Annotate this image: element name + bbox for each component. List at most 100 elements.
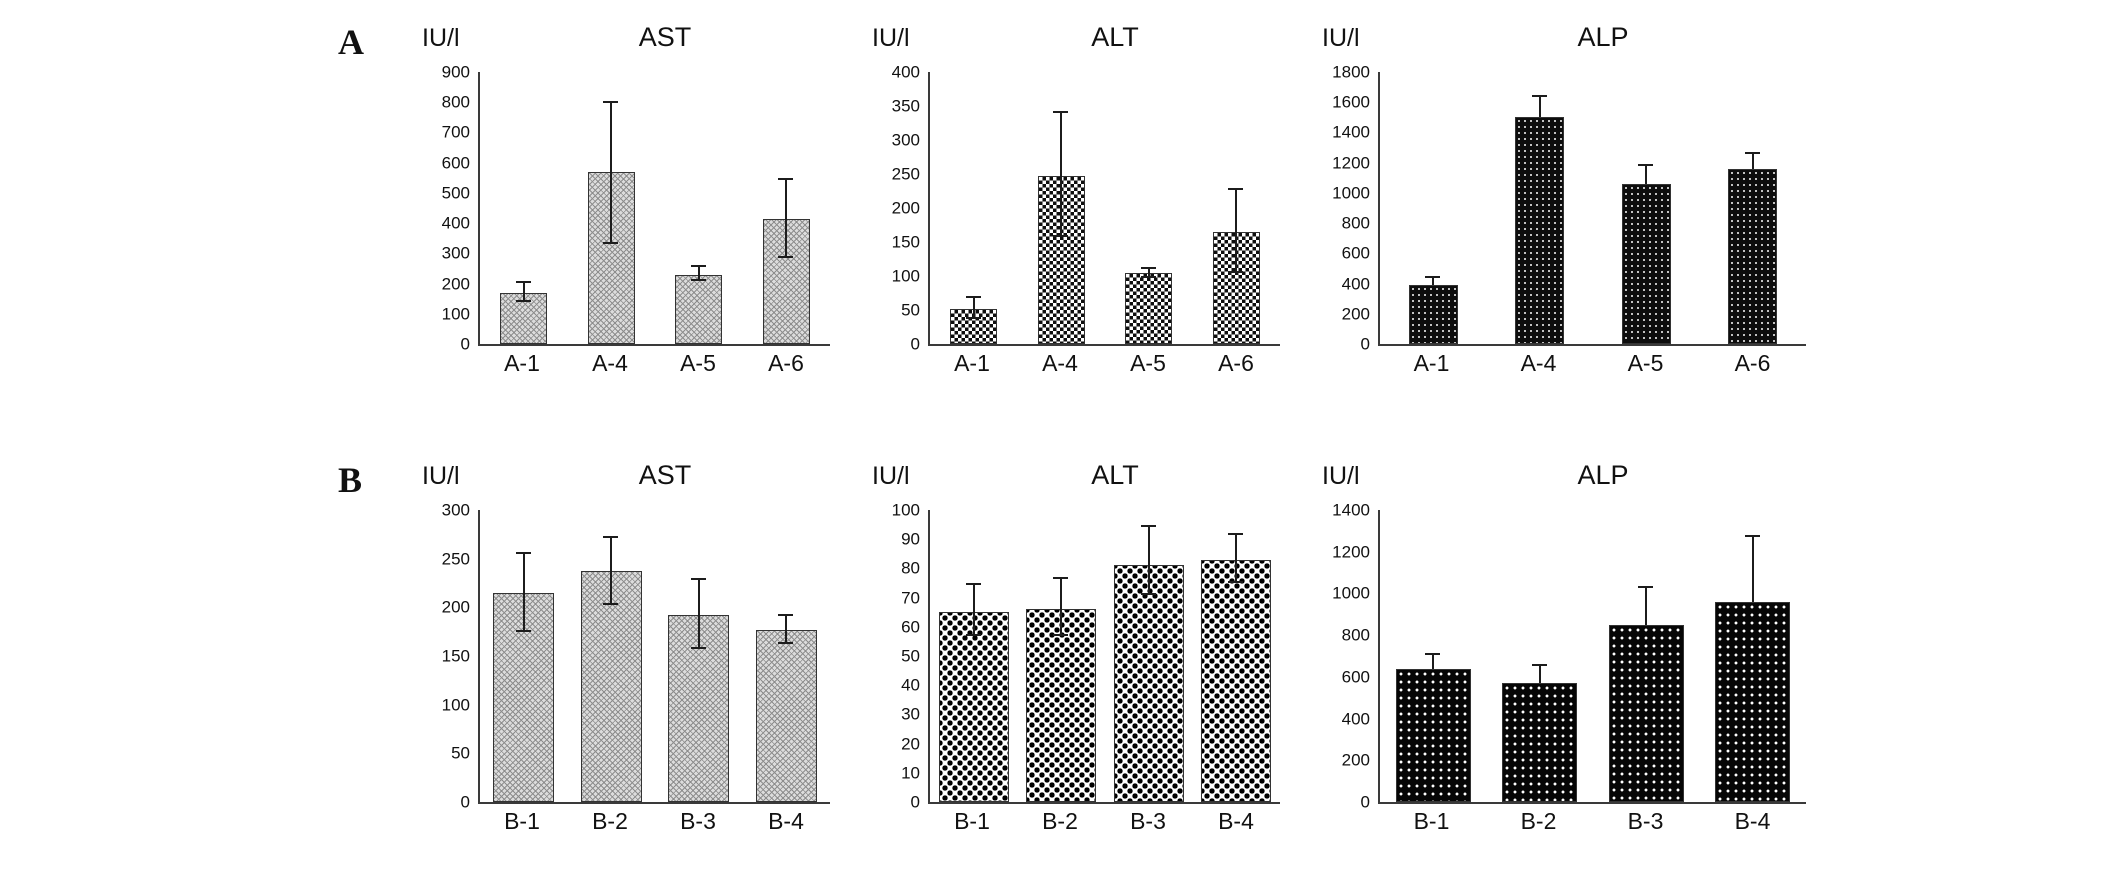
error-bar-cap-top <box>1228 533 1244 536</box>
error-bar <box>1538 664 1541 684</box>
y-tick-label: 800 <box>1341 213 1370 233</box>
error-bar-cap-top <box>1531 94 1547 97</box>
y-tick-label: 1200 <box>1332 542 1370 562</box>
error-bar-cap-bottom <box>690 278 706 281</box>
bar-slot <box>1593 72 1700 344</box>
error-bar-cap-top <box>1638 164 1654 167</box>
error-bar <box>1751 152 1754 169</box>
y-tick-label: 400 <box>1341 709 1370 729</box>
plot-area <box>478 72 830 346</box>
y-tick-label: 1200 <box>1332 153 1370 173</box>
x-tick-label: B-4 <box>1218 808 1254 834</box>
y-axis-unit-label: IU/l <box>422 462 460 490</box>
x-tick-label: B-3 <box>1627 808 1664 834</box>
error-bar-cap-bottom <box>778 255 794 258</box>
y-tick-label: 250 <box>441 549 470 569</box>
plot-row: 0 200 400 600 800 1000 1200 1400 <box>1322 502 1807 811</box>
error-bar-cap-top <box>603 536 619 539</box>
error-bar-cap-top <box>1531 664 1547 667</box>
chart-title: ALP <box>1577 22 1629 52</box>
chart-a-ast: IU/l AST 0 100 200 300 400 500 600 700 800 900 A-… <box>422 22 830 376</box>
bar-slot <box>743 72 831 344</box>
bar-slot <box>1018 72 1106 344</box>
error-bar-cap-bottom <box>1228 581 1244 583</box>
chart-a-alt: IU/l ALT 0 50 100 150 200 250 300 350 400 A-1 A-4… <box>872 22 1280 376</box>
error-bar <box>1235 187 1238 273</box>
error-bar-cap-bottom <box>603 603 619 606</box>
error-bar <box>1060 577 1063 636</box>
bar-slot <box>743 510 831 802</box>
plot-row: 0 10 20 30 40 50 60 70 80 90 100 <box>872 502 1280 811</box>
bar-b-2 <box>1026 609 1097 802</box>
error-bar-cap-top <box>1744 152 1760 155</box>
error-bar-cap-bottom <box>690 647 706 650</box>
bar-slot <box>1380 510 1487 802</box>
error-bar <box>1147 524 1150 595</box>
error-bar-cap-top <box>1053 111 1069 114</box>
x-tick-label: A-1 <box>504 350 540 376</box>
error-bar-cap-top <box>1228 187 1244 190</box>
bar-b-2 <box>580 571 642 802</box>
bar-slot <box>1700 510 1807 802</box>
error-bar-cap-top <box>778 614 794 617</box>
error-bar-cap-top <box>1140 524 1156 527</box>
y-axis-unit-label: IU/l <box>1322 24 1360 52</box>
bar-slot <box>1700 72 1807 344</box>
x-tick-label: A-4 <box>592 350 628 376</box>
x-tick-label: A-6 <box>768 350 804 376</box>
y-tick-label: 600 <box>1341 667 1370 687</box>
x-tick-label: A-4 <box>1042 350 1078 376</box>
error-bar-cap-top <box>778 177 794 180</box>
error-bar-cap-bottom <box>1140 592 1156 595</box>
x-tick-label: A-4 <box>1520 350 1557 376</box>
y-tick-label: 20 <box>901 734 920 754</box>
y-tick-label: 150 <box>891 232 920 252</box>
bar-b-4 <box>755 629 817 802</box>
x-tick-label: B-4 <box>768 808 804 834</box>
y-tick-label: 100 <box>891 500 920 520</box>
error-bar-cap-top <box>603 100 619 103</box>
y-tick-label: 80 <box>901 558 920 578</box>
y-tick-label: 0 <box>1360 792 1370 812</box>
chart-a-alp: IU/l ALP 0 200 400 600 800 1000 1200 1400 1600 18… <box>1322 22 1806 376</box>
chart-title: ALT <box>1091 22 1139 52</box>
bar-b-4 <box>1201 559 1272 802</box>
plot-area <box>1378 72 1806 346</box>
y-tick-label: 700 <box>441 122 470 142</box>
bar-slot <box>568 72 656 344</box>
x-axis-labels: A-1 A-4 A-5 A-6 <box>478 350 830 376</box>
y-axis-unit-label: IU/l <box>422 24 460 52</box>
y-tick-label: 500 <box>441 183 470 203</box>
error-bar-cap-top <box>1425 652 1441 655</box>
x-tick-label: A-5 <box>1627 350 1664 376</box>
error-bar-cap-top <box>515 551 531 554</box>
error-bar <box>785 614 788 645</box>
bar-a-5 <box>1125 272 1173 344</box>
error-bar-cap-top <box>1053 577 1069 580</box>
y-tick-label: 0 <box>460 334 470 354</box>
y-tick-label: 1000 <box>1332 583 1370 603</box>
bar-slot <box>1193 72 1281 344</box>
x-tick-label: A-5 <box>1130 350 1166 376</box>
y-axis: 0 200 400 600 800 1000 1200 1400 1600 1800 <box>1322 64 1378 353</box>
x-tick-label: B-1 <box>954 808 990 834</box>
error-bar-cap-bottom <box>778 642 794 645</box>
bar-slot <box>1105 72 1193 344</box>
x-tick-label: A-1 <box>1413 350 1450 376</box>
bar-slot <box>655 510 743 802</box>
y-tick-label: 100 <box>891 266 920 286</box>
x-tick-label: A-5 <box>680 350 716 376</box>
bar-slot <box>480 72 568 344</box>
error-bar <box>1645 164 1648 184</box>
y-tick-label: 250 <box>891 164 920 184</box>
y-tick-label: 1400 <box>1332 122 1370 142</box>
y-tick-label: 400 <box>891 62 920 82</box>
x-tick-label: B-2 <box>592 808 628 834</box>
y-tick-label: 800 <box>441 92 470 112</box>
bar-slot <box>930 510 1018 802</box>
bar-b-3 <box>1608 624 1684 802</box>
bar-slot <box>930 72 1018 344</box>
error-bar <box>522 280 525 302</box>
error-bar-cap-top <box>1744 535 1760 538</box>
bar-slot <box>655 72 743 344</box>
